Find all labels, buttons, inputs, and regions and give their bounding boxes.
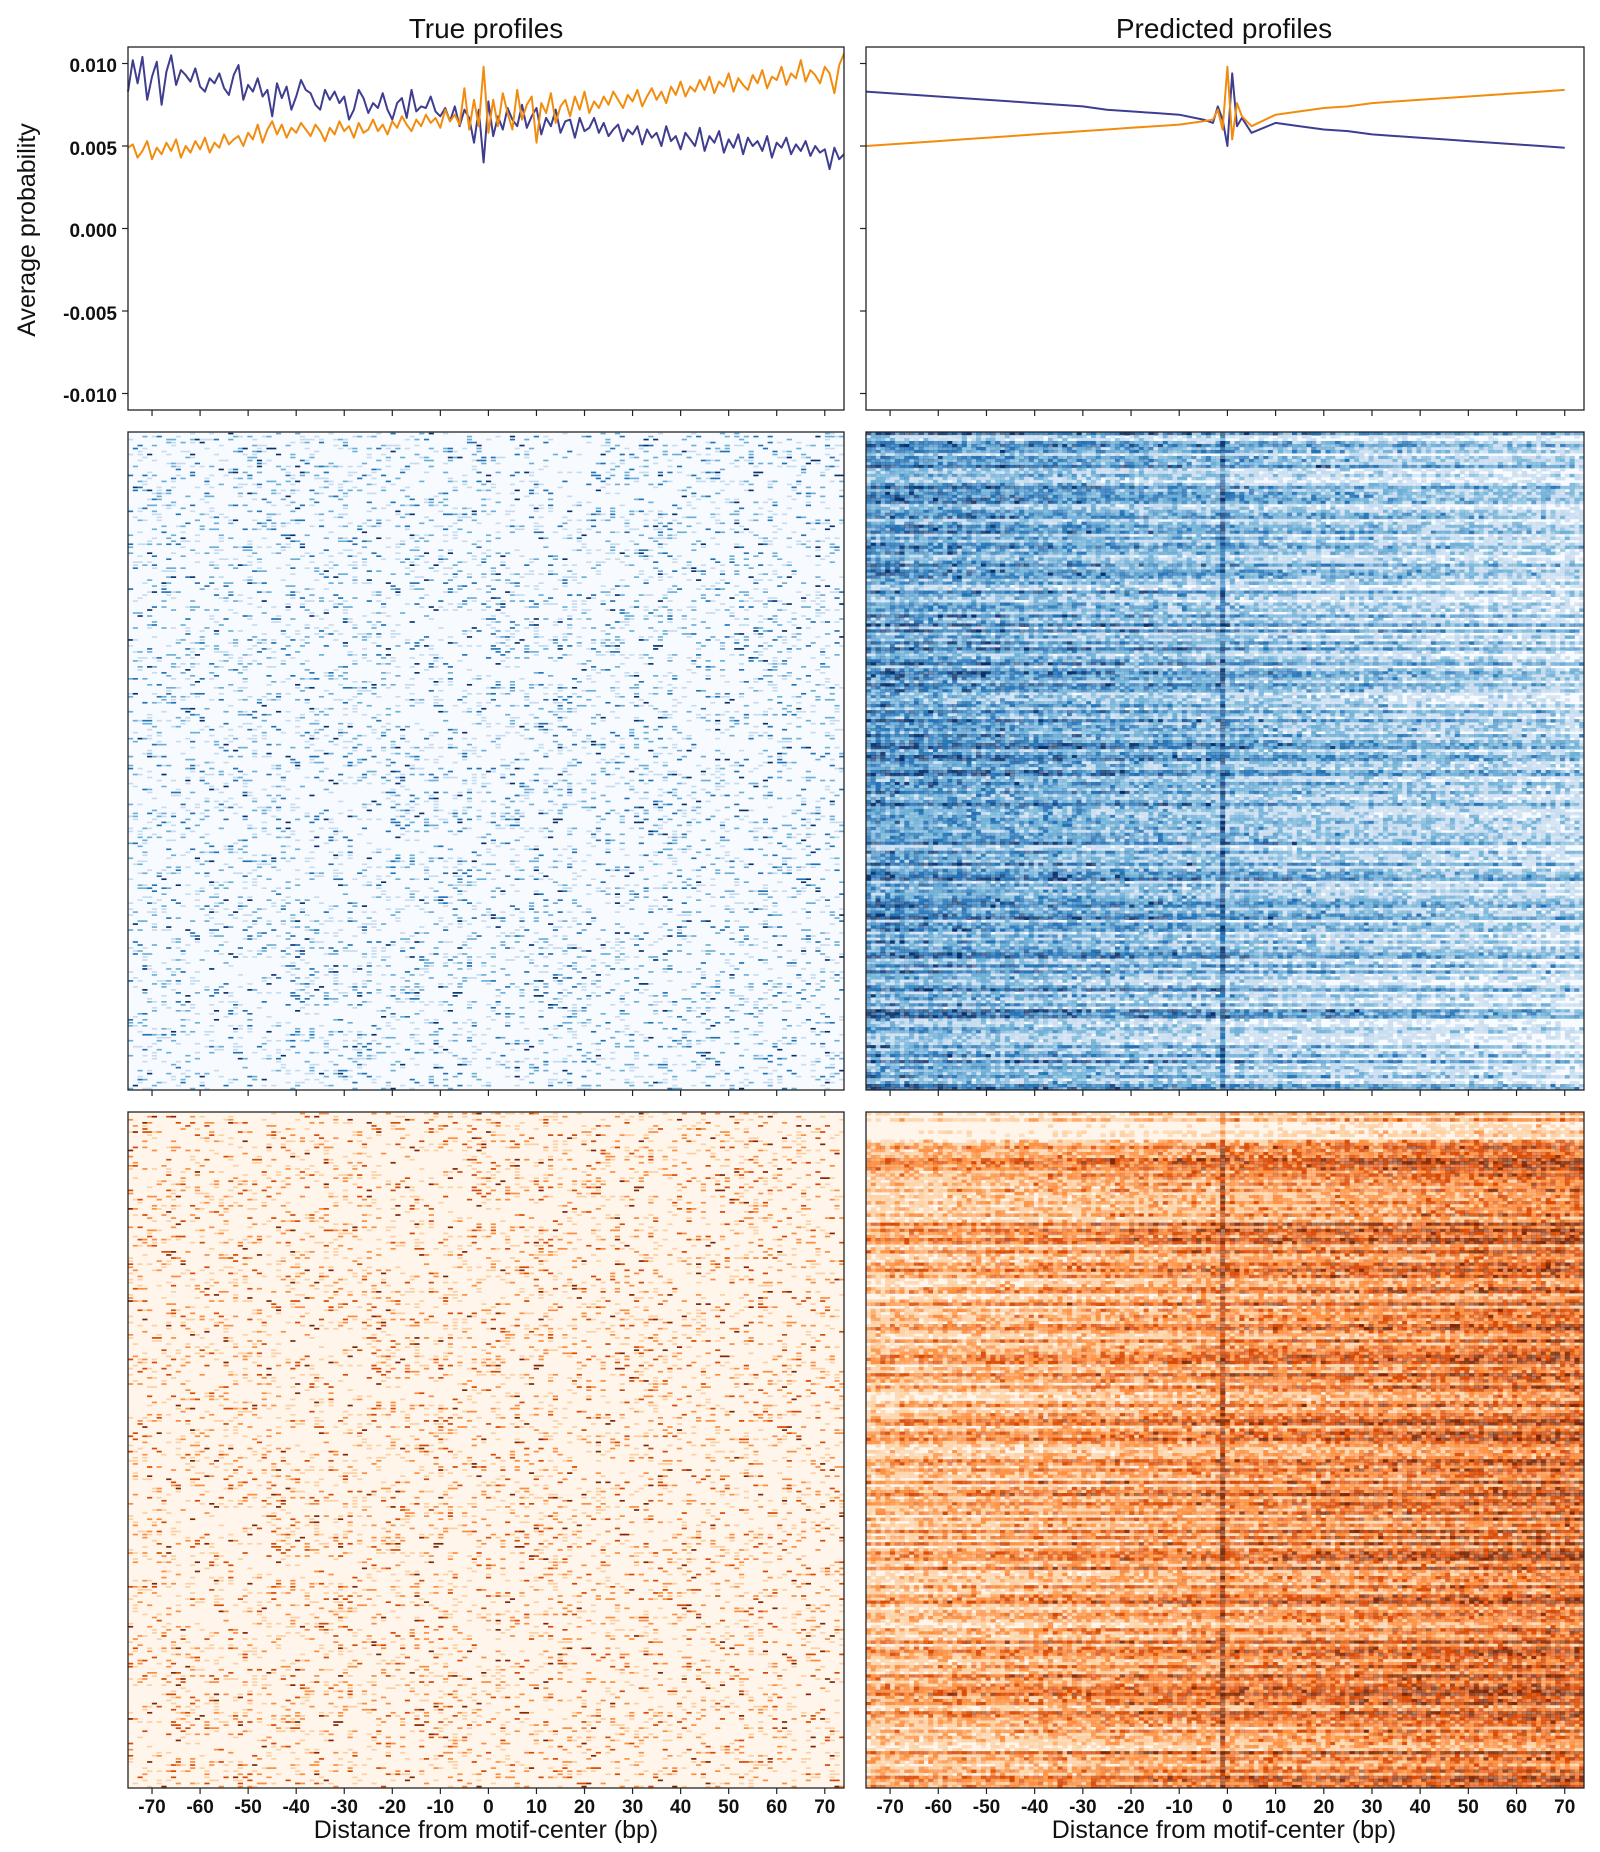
pred-line-series-0 bbox=[866, 73, 1565, 147]
true-heatmap-blue-background bbox=[128, 432, 844, 1090]
x-tick-label-left-0: -70 bbox=[138, 1797, 165, 1818]
x-tick-label-left-10: 30 bbox=[622, 1797, 643, 1818]
true-profiles-line-plot bbox=[122, 47, 844, 416]
y-tick-label-1: 0.005 bbox=[69, 139, 117, 160]
true-profiles-heatmap-orange bbox=[128, 1112, 844, 1794]
pred-line-series-1 bbox=[866, 67, 1565, 146]
x-tick-label-left-2: -50 bbox=[234, 1797, 261, 1818]
pred-heatmap-orange-cells bbox=[866, 1112, 1585, 1789]
x-tick-label-right-2: -50 bbox=[973, 1797, 1000, 1818]
x-tick-label-right-10: 30 bbox=[1361, 1797, 1382, 1818]
y-tick-label-2: 0.000 bbox=[69, 221, 117, 242]
x-tick-label-right-1: -60 bbox=[925, 1797, 952, 1818]
x-tick-label-right-3: -40 bbox=[1021, 1797, 1048, 1818]
x-tick-label-left-6: -10 bbox=[427, 1797, 454, 1818]
x-tick-label-left-3: -40 bbox=[282, 1797, 309, 1818]
x-tick-label-right-11: 40 bbox=[1410, 1797, 1431, 1818]
y-tick-label-0: 0.010 bbox=[69, 56, 117, 77]
y-tick-labels: 0.010 0.005 0.000 -0.005 -0.010 bbox=[63, 56, 117, 407]
x-tick-label-left-9: 20 bbox=[574, 1797, 595, 1818]
x-tick-label-left-4: -30 bbox=[330, 1797, 357, 1818]
y-tick-label-3: -0.005 bbox=[63, 304, 117, 325]
x-tick-label-right-0: -70 bbox=[876, 1797, 903, 1818]
x-tick-label-left-11: 40 bbox=[670, 1797, 691, 1818]
x-tick-label-right-14: 70 bbox=[1554, 1797, 1575, 1818]
x-tick-label-right-6: -10 bbox=[1165, 1797, 1192, 1818]
x-tick-label-left-8: 10 bbox=[526, 1797, 547, 1818]
title-predicted-profiles: Predicted profiles bbox=[1116, 13, 1332, 44]
x-tick-labels-right: -70 -60 -50 -40 -30 -20 -10 0 10 20 30 40 50 60 70 bbox=[876, 1797, 1575, 1818]
predicted-profiles-heatmap-blue bbox=[866, 432, 1585, 1096]
true-heatmap-orange-background bbox=[128, 1112, 844, 1788]
predicted-profiles-heatmap-orange bbox=[866, 1112, 1585, 1794]
predicted-profiles-line-plot bbox=[860, 47, 1584, 416]
x-axis-label-left: Distance from motif-center (bp) bbox=[314, 1816, 659, 1844]
x-tick-label-right-8: 10 bbox=[1265, 1797, 1286, 1818]
x-tick-labels-left: -70 -60 -50 -40 -30 -20 -10 0 10 20 30 40 50 60 70 bbox=[138, 1797, 835, 1818]
x-tick-label-right-12: 50 bbox=[1458, 1797, 1479, 1818]
title-true-profiles: True profiles bbox=[409, 13, 564, 44]
x-tick-label-left-13: 60 bbox=[766, 1797, 787, 1818]
x-tick-label-left-14: 70 bbox=[814, 1797, 835, 1818]
x-tick-label-right-9: 20 bbox=[1313, 1797, 1334, 1818]
x-axis-label-right: Distance from motif-center (bp) bbox=[1052, 1816, 1397, 1844]
true-profiles-heatmap-blue bbox=[128, 432, 844, 1096]
x-tick-label-left-1: -60 bbox=[186, 1797, 213, 1818]
x-tick-label-left-5: -20 bbox=[379, 1797, 406, 1818]
x-tick-label-right-7: 0 bbox=[1222, 1797, 1233, 1818]
x-tick-label-left-12: 50 bbox=[718, 1797, 739, 1818]
y-axis-label: Average probability bbox=[13, 123, 41, 337]
x-tick-label-left-7: 0 bbox=[483, 1797, 494, 1818]
x-tick-label-right-4: -30 bbox=[1069, 1797, 1096, 1818]
x-tick-label-right-5: -20 bbox=[1117, 1797, 1144, 1818]
pred-heatmap-blue-cells bbox=[866, 432, 1585, 1091]
x-tick-label-right-13: 60 bbox=[1506, 1797, 1527, 1818]
y-tick-label-4: -0.010 bbox=[63, 386, 117, 407]
